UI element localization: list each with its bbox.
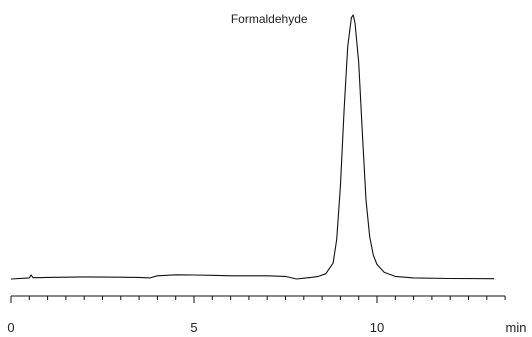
- x-tick-label: 5: [190, 320, 197, 335]
- label-layer: Formaldehyde min: [231, 12, 527, 335]
- x-axis: 0 5 10: [7, 295, 506, 335]
- trace-layer: [10, 14, 495, 280]
- x-tick-label: 10: [370, 320, 384, 335]
- x-tick-label: 0: [7, 320, 14, 335]
- x-axis-unit-label: min: [506, 320, 527, 335]
- peak-label-formaldehyde: Formaldehyde: [231, 12, 308, 26]
- chromatogram-trace: [10, 14, 495, 280]
